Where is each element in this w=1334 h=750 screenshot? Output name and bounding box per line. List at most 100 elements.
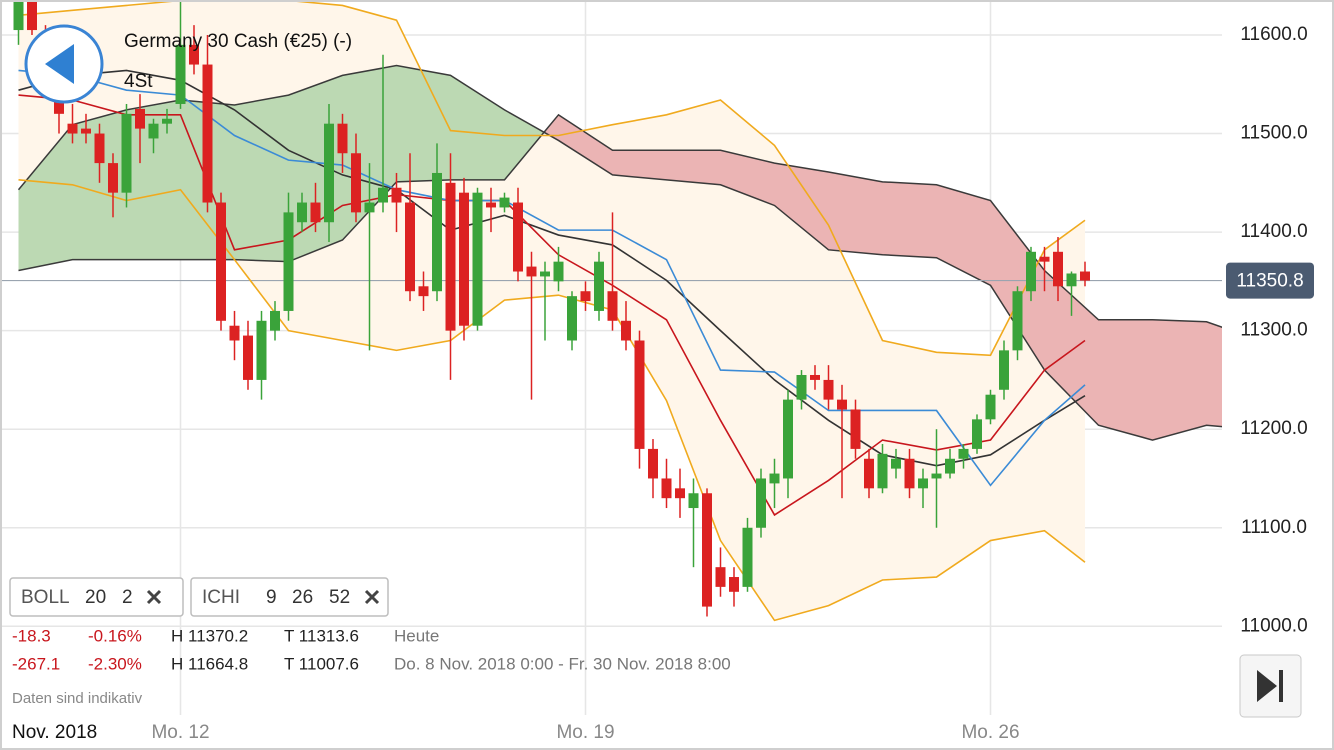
cloud-segment	[936, 184, 991, 286]
candle-body	[661, 478, 672, 499]
instrument-title: Germany 30 Cash (€25) (-)	[124, 31, 352, 52]
high: H 11664.8	[171, 654, 248, 673]
indicator-param: 20	[85, 587, 106, 608]
indicator-line	[18, 69, 1086, 487]
cloud-segment	[1152, 319, 1207, 441]
cloud-edge	[17, 64, 1222, 441]
candle-body	[999, 350, 1009, 390]
x-tick-label: Mo. 19	[556, 722, 614, 743]
indicator-param: 26	[292, 587, 313, 608]
candle-body	[958, 448, 969, 459]
last-price-label: 11350.8	[1236, 271, 1303, 292]
candle-body	[378, 187, 388, 203]
candle-body	[972, 419, 982, 449]
candle-body	[864, 458, 874, 489]
indicator-chip[interactable]	[190, 577, 389, 617]
y-tick-label: 11300.0	[1240, 320, 1307, 341]
candle-body	[675, 488, 685, 499]
candle-body	[1053, 251, 1063, 287]
candle-body	[499, 197, 510, 208]
candle-body	[918, 478, 928, 489]
period: Heute	[394, 626, 439, 645]
candle-body	[904, 458, 915, 489]
indicator-param: 52	[329, 587, 350, 608]
candle-body	[310, 202, 321, 223]
cloud-segment	[1044, 270, 1099, 426]
cloud-segment	[612, 150, 667, 180]
candle-body	[364, 202, 375, 213]
change: -18.3	[12, 626, 51, 645]
y-tick-label: 11000.0	[1240, 615, 1307, 636]
candle-body	[121, 113, 132, 193]
disclaimer: Daten sind indikativ	[12, 690, 143, 707]
candle-body	[432, 172, 442, 292]
indicator-name: BOLL	[21, 587, 70, 608]
change-percent: -0.16%	[88, 626, 142, 645]
x-tick-label: Mo. 26	[961, 722, 1019, 743]
candle-body	[580, 291, 591, 302]
candle-body	[742, 527, 753, 587]
y-tick-label: 11500.0	[1240, 123, 1307, 144]
skip-end-icon	[1257, 670, 1283, 702]
indicator-param: 9	[266, 587, 277, 608]
candle-body	[891, 458, 901, 469]
candle-body	[729, 577, 739, 592]
cloud-segment	[666, 150, 721, 185]
candle-body	[486, 202, 496, 208]
candle-body	[1039, 256, 1050, 262]
candle-body	[216, 202, 226, 321]
month-label: Nov. 2018	[12, 722, 97, 743]
candle-body	[594, 261, 604, 311]
remove-indicator[interactable]	[146, 589, 162, 605]
cloud-segment	[720, 150, 775, 206]
indicator-chip[interactable]	[9, 577, 184, 617]
candle-body	[526, 266, 537, 277]
candle-body	[540, 271, 550, 277]
candle-body	[1026, 251, 1036, 292]
y-tick-label: 11100.0	[1241, 517, 1307, 538]
candle-body	[418, 286, 429, 297]
remove-indicator[interactable]	[364, 589, 380, 605]
candle-body	[985, 394, 996, 420]
high: H 11370.2	[171, 626, 248, 645]
cloud-segment	[882, 181, 937, 258]
y-tick-label: 11600.0	[1240, 24, 1307, 45]
candle-body	[108, 163, 118, 193]
candle-body	[648, 448, 658, 479]
candle-body	[337, 123, 348, 154]
candle-body	[810, 374, 820, 380]
indicator-line	[18, 69, 1086, 467]
period: Do. 8 Nov. 2018 0:00 - Fr. 30 Nov. 2018 …	[394, 654, 731, 673]
month-label-bg	[3, 717, 111, 748]
back-icon	[45, 44, 74, 84]
indicator-line	[18, 179, 1086, 622]
cloud-segment	[990, 200, 1045, 371]
candle-body	[702, 493, 712, 607]
cloud-segment	[1206, 321, 1222, 427]
candle-body	[27, 0, 37, 31]
candle-body	[769, 473, 780, 484]
cloud-segment	[18, 124, 73, 271]
axes: 11000.0 11100.0 11200.0 11300.0 11400.0 11500…	[3, 24, 1314, 748]
candle-body	[202, 64, 213, 203]
candle-body	[1080, 271, 1090, 281]
candle-body	[513, 202, 523, 272]
low: T 11007.6	[284, 654, 359, 673]
candle-body	[459, 192, 469, 326]
cloud-segment	[234, 95, 289, 262]
candle-body	[837, 399, 847, 410]
cloud-segment	[396, 65, 451, 182]
candle-body	[783, 399, 793, 479]
candle-body	[472, 192, 483, 326]
cloud-segment	[558, 114, 613, 175]
candle-body	[634, 340, 645, 449]
candle-body	[243, 335, 253, 380]
candle-body	[756, 478, 766, 528]
candle-body	[283, 212, 294, 311]
candle-body	[567, 296, 577, 341]
candle-body	[405, 202, 415, 292]
candle-body	[135, 108, 145, 129]
